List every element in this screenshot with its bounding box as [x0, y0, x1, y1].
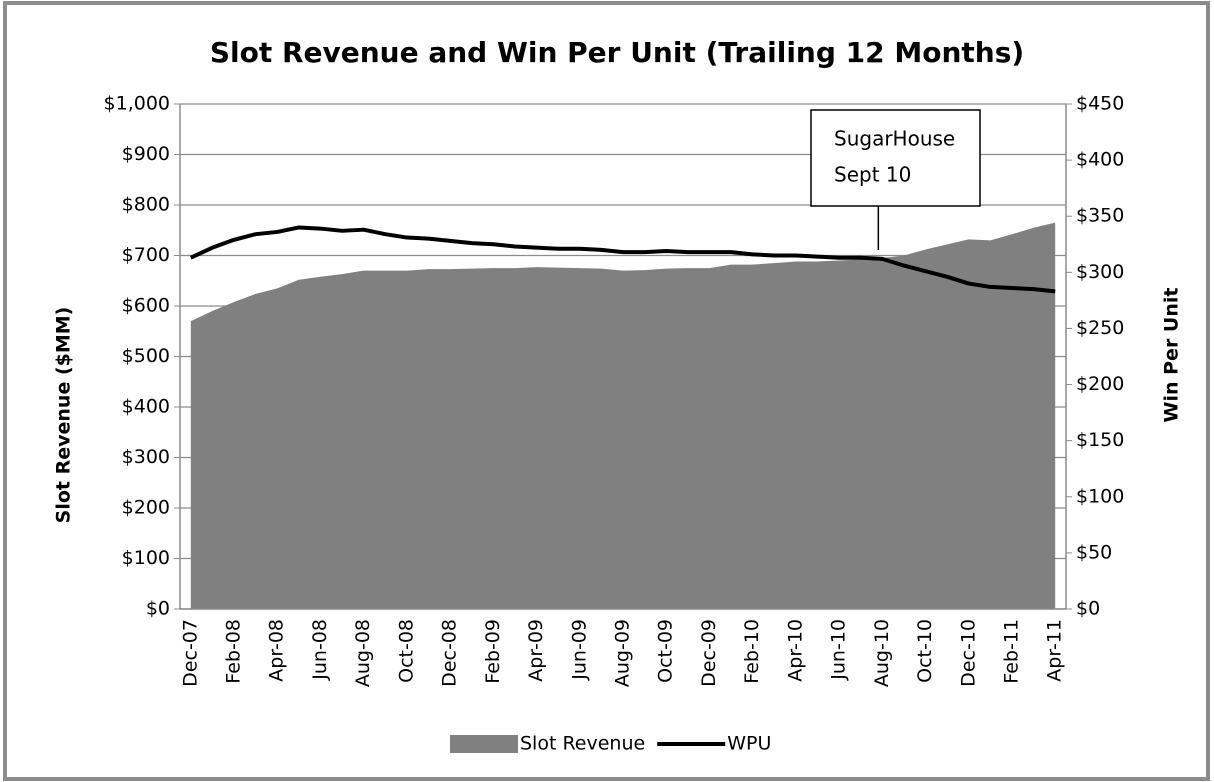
x-tick-label: Dec-08	[439, 619, 461, 687]
x-tick-label: Oct-09	[655, 619, 677, 683]
y2-axis-title: Win Per Unit	[1161, 288, 1183, 423]
x-tick-label: Apr-10	[784, 619, 806, 682]
legend-label: WPU	[727, 733, 771, 755]
x-tick-label: Dec-07	[179, 619, 201, 687]
y-tick-label: $0	[146, 598, 170, 620]
y2-tick-label: $100	[1076, 485, 1124, 507]
x-tick-label: Dec-10	[957, 619, 979, 687]
x-tick-label: Oct-08	[395, 619, 417, 683]
legend-label: Slot Revenue	[520, 733, 645, 755]
y2-tick-label: $250	[1076, 317, 1124, 339]
line	[189, 225, 1056, 294]
annotation-text: Sept 10	[834, 163, 911, 187]
x-tick-label: Apr-09	[525, 619, 547, 682]
y-tick-label: $900	[122, 143, 170, 165]
area	[190, 222, 1056, 610]
x-tick-label: Feb-08	[223, 619, 245, 684]
y2-tick-label: $200	[1076, 373, 1124, 395]
x-tick-label: Aug-10	[871, 619, 893, 687]
y2-tick-label: $50	[1076, 541, 1112, 563]
chart-title: Slot Revenue and Win Per Unit (Trailing …	[210, 36, 1024, 69]
y2-tick-label: $450	[1076, 93, 1124, 115]
y2-tick-label: $400	[1076, 149, 1124, 171]
y-tick-label: $600	[122, 295, 170, 317]
x-tick-label: Feb-09	[482, 619, 504, 684]
x-tick-label: Apr-11	[1044, 619, 1066, 682]
y-tick-label: $300	[122, 446, 170, 468]
y2-tick-label: $0	[1076, 598, 1100, 620]
y-tick-label: $400	[122, 396, 170, 418]
annotation-text: SugarHouse	[834, 127, 955, 151]
annotation-box	[810, 109, 981, 207]
x-tick-label: Jun-10	[828, 619, 850, 681]
y-axis-title: Slot Revenue ($MM)	[53, 307, 75, 524]
y-tick-label: $100	[122, 547, 170, 569]
legend-swatch	[450, 735, 518, 753]
y-tick-label: $700	[122, 244, 170, 266]
x-tick-label: Apr-08	[266, 619, 288, 682]
x-tick-label: Jun-08	[309, 619, 331, 681]
y-tick-label: $200	[122, 497, 170, 519]
y2-tick-label: $300	[1076, 261, 1124, 283]
x-tick-label: Jun-09	[568, 619, 590, 681]
x-tick-label: Aug-09	[612, 619, 634, 687]
x-tick-label: Aug-08	[352, 619, 374, 687]
x-tick-label: Feb-11	[1000, 619, 1022, 684]
y2-tick-label: $350	[1076, 205, 1124, 227]
x-tick-label: Dec-09	[698, 619, 720, 687]
y-tick-label: $1,000	[104, 93, 170, 115]
y-tick-label: $500	[122, 345, 170, 367]
x-tick-label: Oct-10	[914, 619, 936, 683]
y-tick-label: $800	[122, 194, 170, 216]
x-tick-label: Feb-10	[741, 619, 763, 684]
y2-tick-label: $150	[1076, 429, 1124, 451]
